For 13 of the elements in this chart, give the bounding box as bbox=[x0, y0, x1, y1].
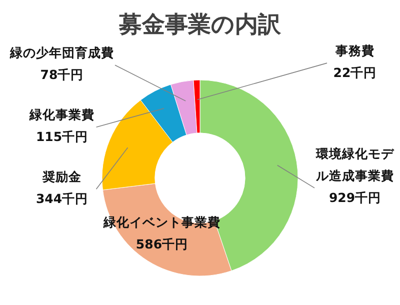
slice-label: 緑の少年団育成費 bbox=[9, 45, 114, 60]
slice-label: 事務費 bbox=[334, 43, 374, 58]
slice-label: 緑化イベント事業費 bbox=[102, 214, 220, 230]
data-label: 929千円 bbox=[328, 190, 382, 205]
slice-label: 奨励金 bbox=[42, 169, 82, 184]
data-label: 344千円 bbox=[36, 191, 88, 206]
data-label: 22千円 bbox=[333, 65, 377, 80]
chart-title: 募金事業の内訳 bbox=[118, 12, 282, 38]
data-label: 115千円 bbox=[36, 129, 88, 144]
slice-label: 緑化事業費 bbox=[28, 107, 94, 122]
data-label: 586千円 bbox=[136, 236, 188, 252]
slice-label: 環境緑化モデル造成事業費 bbox=[315, 146, 395, 183]
data-label: 78千円 bbox=[40, 67, 84, 82]
